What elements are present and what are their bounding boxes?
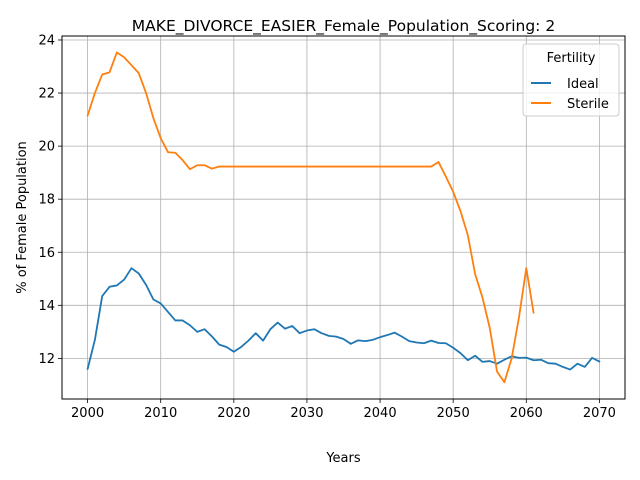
ticks: 2000 2010 2020 2030 2040 2050 2060 2070 12 14 16 18…: [38, 33, 616, 421]
x-tick-label: 2020: [217, 406, 250, 421]
legend-box: [522, 43, 620, 117]
x-axis-label: Years: [325, 451, 361, 466]
y-tick-label: 14: [38, 299, 55, 314]
x-tick-label: 2060: [510, 406, 543, 421]
x-tick-label: 2000: [71, 406, 104, 421]
legend-title: Fertility: [547, 51, 596, 66]
x-tick-label: 2010: [144, 406, 177, 421]
y-axis-label: % of Female Population: [15, 141, 30, 294]
legend-label-sterile: Sterile: [567, 97, 609, 112]
x-tick-label: 2030: [290, 406, 323, 421]
y-tick-label: 22: [38, 87, 55, 102]
legend: Fertility Ideal Sterile: [522, 43, 620, 117]
y-tick-label: 12: [38, 352, 55, 367]
x-tick-label: 2070: [583, 406, 616, 421]
chart-title: MAKE_DIVORCE_EASIER_Female_Population_Sc…: [132, 17, 555, 36]
plot-frame: [61, 35, 626, 400]
x-tick-label: 2040: [364, 406, 397, 421]
y-tick-label: 24: [38, 33, 55, 48]
y-tick-label: 16: [38, 246, 55, 261]
y-tick-label: 20: [38, 140, 55, 155]
series-line-sterile: [86, 51, 535, 384]
x-tick-label: 2050: [437, 406, 470, 421]
series-group: [86, 51, 601, 384]
series-line-ideal: [86, 267, 601, 371]
legend-label-ideal: Ideal: [567, 77, 599, 92]
y-tick-label: 18: [38, 193, 55, 208]
